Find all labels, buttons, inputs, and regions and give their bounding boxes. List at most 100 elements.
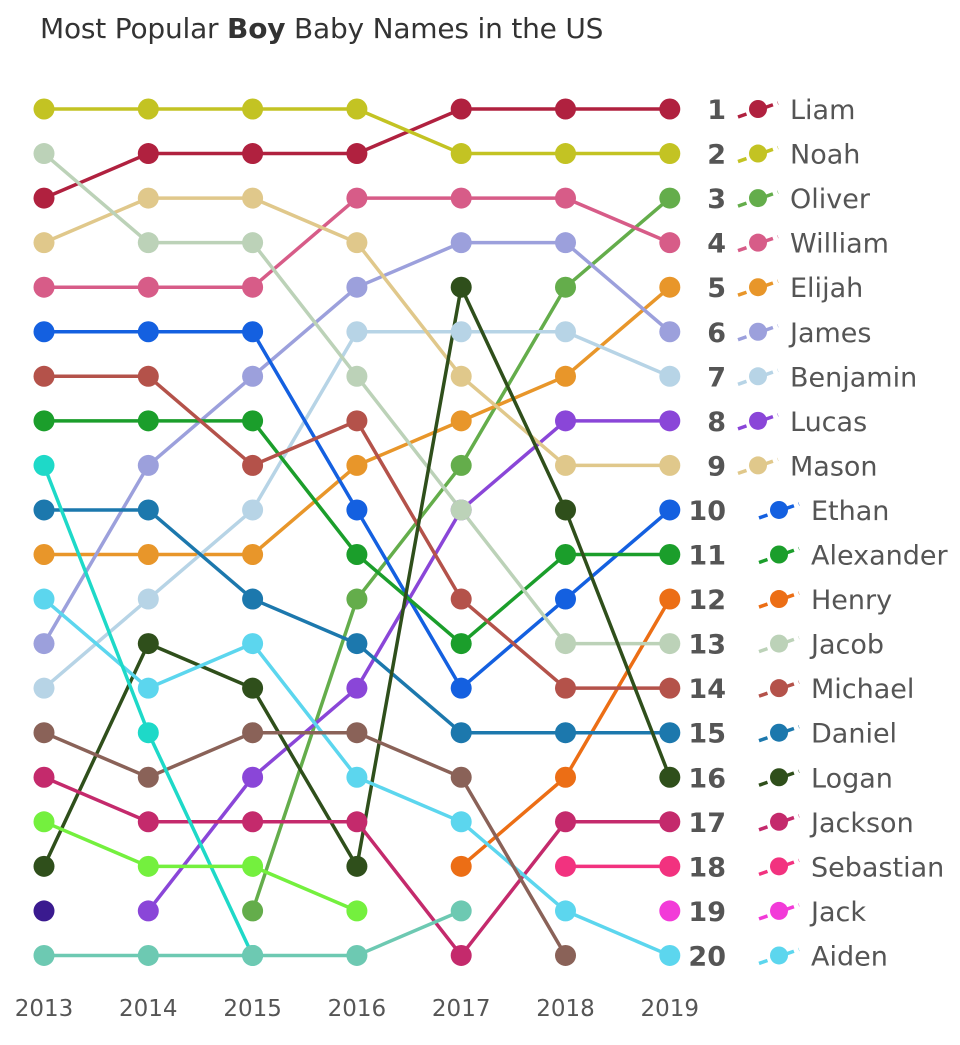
point-logan-2017 [450, 276, 472, 298]
line-segment-unnamed-23 [355, 909, 463, 958]
chart-title: Most Popular Boy Baby Names in the US [40, 12, 603, 45]
legend-rank: 8 [707, 407, 726, 438]
legend-name: Oliver [790, 184, 871, 215]
point-liam-2017 [450, 98, 472, 120]
line-segment-oliver [563, 196, 672, 289]
legend-item-elijah: 5 Elijah [707, 273, 863, 304]
legend-marker-dot [770, 500, 788, 519]
point-william-2019 [659, 232, 681, 254]
line-segment-aiden [355, 775, 463, 824]
line-segment-mason [355, 240, 463, 379]
point-unnamed-22-2016 [346, 900, 368, 922]
line-segment-unnamed-22 [250, 864, 359, 913]
point-aiden-2015 [242, 633, 264, 655]
point-unnamed-20-2017 [450, 766, 472, 788]
legend-marker-dot [770, 812, 788, 831]
point-jackson-2019 [659, 811, 681, 833]
x-tick-label: 2018 [536, 996, 595, 1022]
point-aiden-2014 [137, 677, 159, 699]
point-elijah-2018 [555, 365, 576, 387]
point-ethan-2017 [450, 677, 472, 699]
legend-name: Elijah [790, 273, 863, 304]
legend-name: Sebastian [811, 852, 944, 883]
point-william-2017 [450, 187, 472, 209]
legend-rank: 18 [688, 852, 726, 883]
x-tick-label: 2014 [119, 996, 178, 1022]
line-segment-michael [146, 374, 255, 468]
point-lucas-2019 [659, 410, 681, 432]
point-michael-2015 [242, 454, 264, 476]
point-unnamed-20-2014 [137, 766, 159, 788]
legend-rank: 7 [707, 362, 726, 393]
point-oliver-2018 [555, 276, 576, 298]
point-benjamin-2013 [33, 677, 55, 699]
line-segment-jackson [459, 820, 568, 958]
point-liam-2014 [137, 143, 159, 165]
line-segment-daniel [355, 641, 463, 735]
legend-rank: 5 [707, 273, 726, 304]
legend-marker-dot [749, 189, 767, 208]
legend-item-jackson: 17 Jackson [688, 808, 913, 839]
point-william-2015 [242, 276, 264, 298]
point-unnamed-23-2016 [346, 944, 368, 966]
point-logan-2014 [137, 633, 159, 655]
x-tick-label: 2016 [328, 996, 387, 1022]
legend-marker-dot [770, 723, 788, 742]
line-segment-william [563, 196, 672, 245]
point-benjamin-2015 [242, 499, 264, 521]
point-ethan-2013 [33, 321, 55, 343]
legend-item-lucas: 8 Lucas [707, 407, 867, 438]
point-henry-2018 [555, 766, 576, 788]
point-mason-2013 [33, 232, 55, 254]
legend-name: Henry [811, 585, 892, 616]
point-logan-2016 [346, 855, 368, 877]
x-tick-label: 2015 [223, 996, 282, 1022]
legend-rank: 17 [688, 808, 726, 839]
point-alexander-2016 [346, 544, 368, 565]
point-daniel-2016 [346, 633, 368, 655]
legend-rank: 16 [688, 763, 726, 794]
point-jackson-2018 [555, 811, 576, 833]
point-unnamed-21-2014 [137, 722, 159, 744]
legend-name: James [788, 318, 872, 349]
legend-name: Daniel [811, 719, 897, 750]
line-segment-mason [250, 196, 359, 245]
line-segment-aiden [563, 909, 672, 958]
point-ethan-2014 [137, 321, 159, 343]
point-benjamin-2018 [555, 321, 576, 343]
legend-marker-dot [749, 100, 767, 118]
legend-rank: 15 [688, 719, 726, 750]
point-unnamed-20-2013 [33, 722, 55, 744]
x-axis: 2013 2014 2015 2016 2017 2018 2019 [15, 996, 699, 1022]
legend-item-mason: 9 Mason [707, 451, 877, 482]
point-jackson-2015 [242, 811, 264, 833]
x-tick-label: 2019 [641, 996, 700, 1022]
point-liam-2018 [555, 98, 576, 120]
legend-marker-dot [749, 367, 767, 386]
line-segment-william [250, 196, 359, 289]
point-william-2013 [33, 276, 55, 298]
point-michael-2013 [33, 365, 55, 387]
line-segment-jackson [42, 775, 151, 824]
legend-item-sebastian: 18 Sebastian [688, 852, 944, 883]
point-alexander-2013 [33, 410, 55, 432]
line-segment-james [355, 240, 463, 289]
point-ethan-2016 [346, 499, 368, 521]
point-james-2018 [555, 232, 576, 254]
legend-rank: 6 [707, 318, 726, 349]
point-oliver-2015 [242, 900, 264, 922]
x-tick-label: 2017 [432, 996, 491, 1022]
point-james-2015 [242, 365, 264, 387]
point-mason-2018 [555, 454, 576, 476]
point-henry-2019 [659, 588, 681, 610]
point-james-2017 [450, 232, 472, 254]
legend-item-oliver: 3 Oliver [707, 184, 871, 215]
line-segment-james [250, 285, 359, 379]
point-noah-2017 [450, 143, 472, 165]
line-segment-elijah [250, 463, 359, 557]
legend-marker-dot [770, 679, 788, 698]
point-james-2013 [33, 633, 55, 655]
legend-name: Jacob [809, 630, 884, 661]
point-michael-2018 [555, 677, 576, 699]
legend-rank: 2 [707, 140, 726, 171]
